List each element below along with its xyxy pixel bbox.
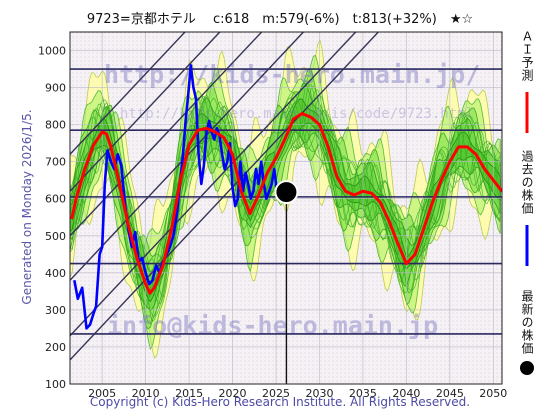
y-tick-label: 300 [45, 304, 66, 317]
y-tick-label: 400 [45, 267, 66, 280]
channel-line [70, 32, 305, 281]
channel-line [70, 32, 263, 237]
ai-forecast-line [70, 112, 502, 295]
watermarks: http://kids-hero.main.jp/ http://kids-he… [104, 60, 480, 340]
channel-line [70, 32, 221, 192]
latest-marker-group [274, 180, 299, 384]
y-tick-label: 600 [45, 193, 66, 206]
y-tick-label: 700 [45, 156, 66, 169]
latest-price-marker [274, 180, 299, 205]
x-tick-label: 2045 [436, 387, 464, 400]
x-tick-label: 2025 [262, 387, 290, 400]
y-tick-label: 800 [45, 119, 66, 132]
generated-date: Generated on Monday 2026/1/5. [20, 109, 34, 305]
y-tick-label: 500 [45, 230, 66, 243]
x-tick-label: 2050 [479, 387, 507, 400]
legend-past-label: 過去の株価 [520, 150, 534, 215]
watermark-url-code: http://kids-hero.main.jp/is/code/9723.ht… [120, 106, 474, 122]
x-tick-label: 2005 [88, 387, 116, 400]
x-tick-label: 2030 [305, 387, 333, 400]
past-price-line [73, 64, 286, 330]
x-tick-label: 2010 [132, 387, 160, 400]
series-lines [70, 64, 502, 330]
watermark-email: info@kids-hero.main.jp [107, 311, 438, 340]
channel-line [70, 32, 380, 361]
axis-ticks: 100 200 300 400 500 600 700 800 900 1000 2005 2010 2… [38, 45, 507, 400]
legend-latest-label: 最新の株価 [520, 290, 534, 355]
band-trace [70, 85, 501, 311]
legend-ai-label: ＡＩ予測 [520, 30, 534, 82]
x-tick-label: 2040 [392, 387, 420, 400]
legend-latest-swatch [520, 361, 534, 375]
channel-line [70, 32, 186, 155]
x-tick-label: 2035 [349, 387, 377, 400]
watermark-url: http://kids-hero.main.jp/ [104, 60, 480, 89]
band-trace [70, 84, 501, 322]
y-tick-label: 100 [45, 378, 66, 391]
x-tick-label: 2015 [175, 387, 203, 400]
y-tick-label: 200 [45, 341, 66, 354]
chart-title: 9723=京都ホテル c:618 m:579(-6%) t:813(+32%) … [86, 12, 474, 27]
band-trace [70, 82, 501, 298]
x-tick-label: 2020 [219, 387, 247, 400]
y-tick-label: 900 [45, 82, 66, 95]
copyright-notice: Copyright (c) Kids-Hero Research Institu… [89, 395, 471, 409]
plot-frame [69, 31, 503, 385]
y-tick-label: 1000 [38, 45, 66, 58]
